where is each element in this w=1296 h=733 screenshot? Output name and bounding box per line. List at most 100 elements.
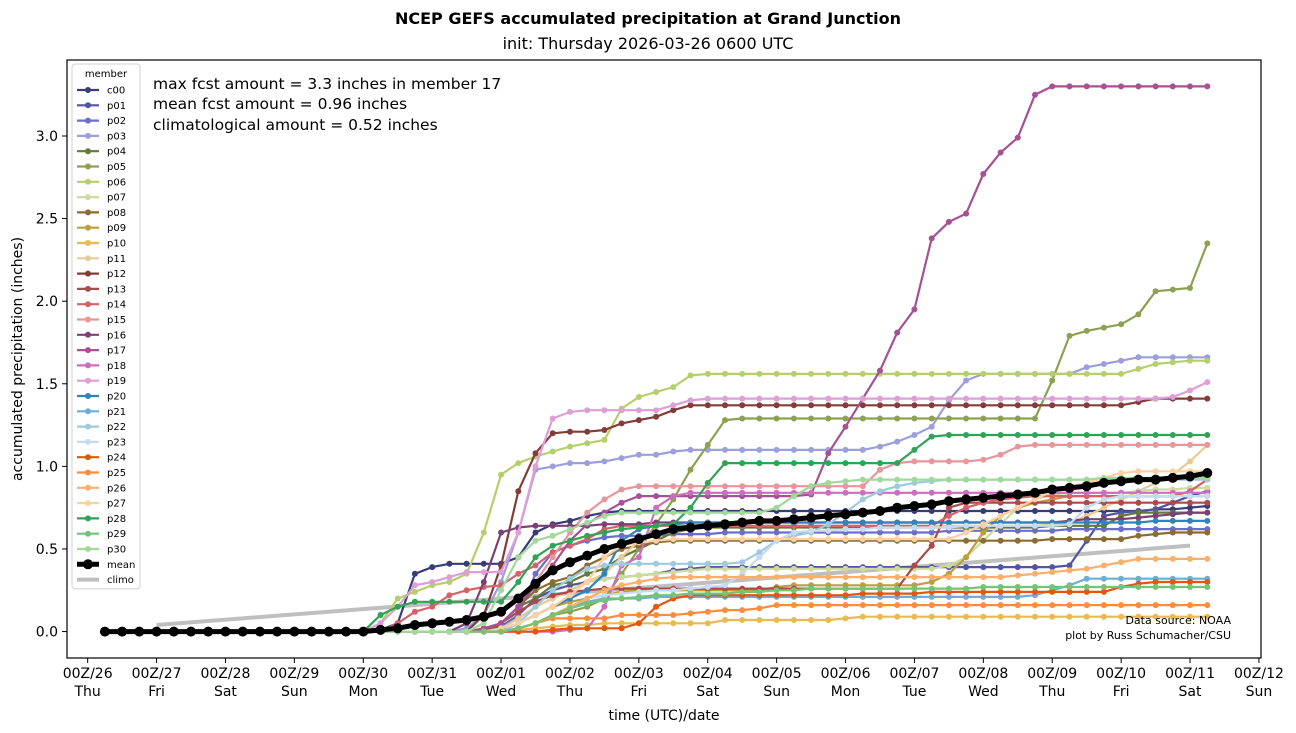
point-p27 xyxy=(722,536,728,543)
point-p24 xyxy=(532,628,539,635)
point-p06 xyxy=(687,372,694,379)
point-mean xyxy=(720,519,730,530)
point-p02 xyxy=(704,531,711,538)
legend-label: p02 xyxy=(107,116,126,127)
legend-item-p16: p16 xyxy=(77,330,126,341)
point-p05 xyxy=(1100,324,1107,331)
point-p01 xyxy=(997,564,1004,571)
point-p17 xyxy=(1135,83,1142,90)
point-p23 xyxy=(704,584,711,590)
point-p03 xyxy=(859,446,866,453)
legend-marker xyxy=(85,408,91,415)
point-p30 xyxy=(567,526,573,533)
point-p27 xyxy=(877,536,883,543)
point-p28 xyxy=(635,524,642,531)
point-p30 xyxy=(739,509,746,516)
legend-label: mean xyxy=(107,560,135,571)
point-p29 xyxy=(997,584,1004,590)
point-p29 xyxy=(1204,584,1211,590)
x-tick-label: 00Z/10 xyxy=(1096,666,1146,682)
point-p30 xyxy=(790,493,797,500)
point-mean xyxy=(151,626,162,637)
point-p28 xyxy=(894,460,901,467)
legend-item-p21: p21 xyxy=(77,407,126,418)
legend-marker xyxy=(85,117,91,124)
x-tick-label: 00Z/09 xyxy=(1027,666,1077,682)
point-p25 xyxy=(1100,602,1107,609)
point-p24 xyxy=(911,590,918,597)
legend-item-p25: p25 xyxy=(77,468,126,479)
point-p22 xyxy=(670,560,677,567)
legend-marker xyxy=(85,148,91,155)
point-p28 xyxy=(1083,432,1090,438)
point-p14 xyxy=(411,608,418,615)
point-mean xyxy=(806,512,817,523)
point-p24 xyxy=(584,625,591,632)
point-p05 xyxy=(1152,288,1159,295)
point-mean xyxy=(530,578,541,589)
point-p26 xyxy=(928,574,935,581)
point-p18 xyxy=(945,489,952,496)
legend-marker xyxy=(85,484,91,491)
legend-marker xyxy=(85,362,91,369)
point-p23 xyxy=(859,526,866,533)
point-p28 xyxy=(825,460,832,467)
x-axis: 00Z/26 Thu 00Z/27 Fri 00Z/28 Sat 00Z/29 Sun 00Z/… xyxy=(63,658,1284,700)
point-p06 xyxy=(394,595,401,602)
point-p17 xyxy=(963,210,970,217)
point-p22 xyxy=(739,559,746,566)
point-p03 xyxy=(842,446,849,453)
point-p27 xyxy=(515,620,522,627)
legend-item-c00: c00 xyxy=(77,86,125,97)
point-p18 xyxy=(653,504,660,511)
point-p28 xyxy=(704,479,711,486)
legend-item-p13: p13 xyxy=(77,284,126,295)
point-p23 xyxy=(653,587,660,594)
point-p30 xyxy=(429,628,436,635)
point-p07 xyxy=(894,565,901,572)
point-p28 xyxy=(411,598,418,605)
point-p23 xyxy=(997,522,1004,529)
point-p02 xyxy=(1118,526,1125,533)
point-p28 xyxy=(1066,432,1073,438)
point-mean xyxy=(1202,468,1213,478)
point-mean xyxy=(771,515,782,526)
point-p23 xyxy=(1100,496,1107,503)
point-p29 xyxy=(480,628,487,635)
point-c00 xyxy=(446,560,453,567)
point-p07 xyxy=(945,562,952,569)
point-p14 xyxy=(963,504,970,511)
y-tick-label: 0.5 xyxy=(36,542,58,558)
point-p03 xyxy=(808,446,815,453)
point-p30 xyxy=(877,476,883,483)
legend-label: p06 xyxy=(107,177,126,188)
point-p19 xyxy=(653,407,660,414)
point-mean xyxy=(1047,484,1058,495)
point-p29 xyxy=(1066,584,1073,590)
point-p24 xyxy=(653,603,660,610)
point-p12 xyxy=(825,402,832,409)
point-p21 xyxy=(1135,575,1142,582)
x-tick-label: 00Z/11 xyxy=(1165,666,1215,682)
point-p12 xyxy=(773,402,780,409)
point-p25 xyxy=(911,602,918,609)
point-mean xyxy=(496,606,507,617)
point-p29 xyxy=(704,590,711,597)
point-p29 xyxy=(911,585,918,592)
point-p24 xyxy=(1169,579,1176,585)
point-p02 xyxy=(618,532,625,539)
point-p20 xyxy=(1100,519,1107,526)
x-tick-day-label: Thu xyxy=(556,684,583,700)
point-p19 xyxy=(1118,395,1125,402)
point-p19 xyxy=(429,579,436,585)
point-p26 xyxy=(1032,570,1038,577)
point-p28 xyxy=(618,526,625,533)
legend-label: p23 xyxy=(107,437,126,448)
point-p28 xyxy=(1100,432,1107,438)
point-p17 xyxy=(1152,83,1159,90)
point-p06 xyxy=(739,370,746,377)
point-p17 xyxy=(498,620,505,627)
point-p19 xyxy=(877,395,883,402)
point-mean xyxy=(392,623,403,634)
point-p15 xyxy=(722,483,728,490)
